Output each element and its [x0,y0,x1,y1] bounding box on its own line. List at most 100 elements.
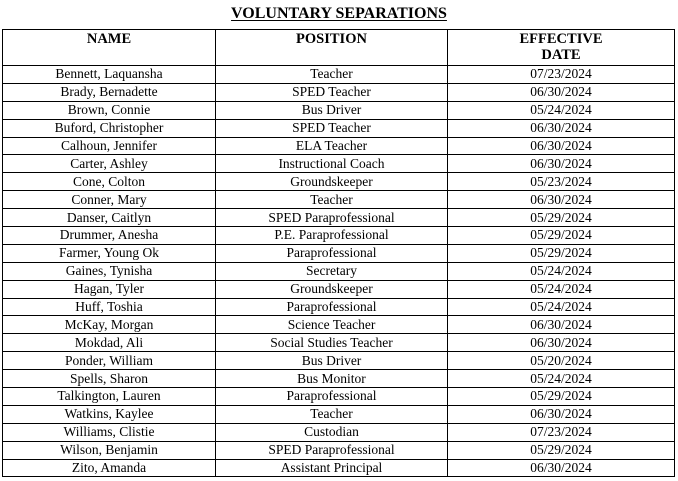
cell-position: SPED Teacher [215,82,448,102]
cell-name: Brady, Bernadette [2,82,216,102]
table-row: Bennett, Laquansha Teacher 07/23/2024 [2,65,675,84]
cell-effective-date: 05/24/2024 [447,369,675,389]
column-header-effective-line2: DATE [541,47,581,63]
cell-effective-date: 05/23/2024 [447,172,675,192]
document-title-text: VOLUNTARY SEPARATIONS [231,5,447,22]
table-row: Watkins, Kaylee Teacher 06/30/2024 [2,404,675,424]
cell-position: Science Teacher [215,315,448,335]
cell-name: Mokdad, Ali [2,333,216,353]
cell-name: Drummer, Anesha [2,226,216,245]
header-row: NAME POSITION EFFECTIVE DATE [2,29,675,66]
table-row: Farmer, Young Ok Paraprofessional 05/29/20… [2,243,675,263]
cell-position: Assistant Principal [215,458,448,478]
cell-effective-date: 06/30/2024 [447,404,675,424]
table-row: Carter, Ashley Instructional Coach 06/30/2… [2,154,675,174]
table-row: Mokdad, Ali Social Studies Teacher 06/30/2… [2,333,675,353]
cell-position: Teacher [215,65,448,84]
cell-effective-date: 05/24/2024 [447,297,675,317]
cell-position: SPED Teacher [215,118,448,138]
cell-name: Bennett, Laquansha [2,65,216,84]
column-header-effective-date: EFFECTIVE DATE [447,29,675,66]
cell-name: Carter, Ashley [2,154,216,174]
separations-table: NAME POSITION EFFECTIVE DATE Bennett, La… [2,29,675,478]
table-row: Huff, Toshia Paraprofessional 05/24/2024 [2,297,675,317]
column-header-effective-line1: EFFECTIVE [519,31,603,47]
table-row: Wilson, Benjamin SPED Paraprofessional 05/… [2,440,675,460]
table-row: Conner, Mary Teacher 06/30/2024 [2,190,675,210]
cell-name: Watkins, Kaylee [2,404,216,424]
cell-position: Teacher [215,190,448,210]
cell-position: Groundskeeper [215,172,448,192]
cell-position: Social Studies Teacher [215,333,448,353]
table-row: McKay, Morgan Science Teacher 06/30/2024 [2,315,675,335]
table-row: Danser, Caitlyn SPED Paraprofessional 05/2… [2,208,675,228]
table-row: Williams, Clistie Custodian 07/23/2024 [2,422,675,442]
cell-position: SPED Paraprofessional [215,208,448,228]
cell-position: Teacher [215,404,448,424]
table-row: Brown, Connie Bus Driver 05/24/2024 [2,100,675,120]
cell-effective-date: 06/30/2024 [447,333,675,353]
cell-name: Hagan, Tyler [2,279,216,299]
cell-position: ELA Teacher [215,136,448,156]
table-row: Calhoun, Jennifer ELA Teacher 06/30/2024 [2,136,675,156]
cell-position: SPED Paraprofessional [215,440,448,460]
table-body: Bennett, Laquansha Teacher 07/23/2024 Brady… [2,65,675,478]
column-header-position: POSITION [215,29,448,66]
document-title: VOLUNTARY SEPARATIONS [0,4,678,24]
cell-effective-date: 05/29/2024 [447,226,675,245]
cell-position: Secretary [215,261,448,281]
cell-name: Conner, Mary [2,190,216,210]
cell-name: Danser, Caitlyn [2,208,216,228]
cell-effective-date: 05/20/2024 [447,351,675,371]
cell-effective-date: 05/29/2024 [447,208,675,228]
cell-position: Paraprofessional [215,297,448,317]
cell-effective-date: 06/30/2024 [447,82,675,102]
cell-effective-date: 06/30/2024 [447,154,675,174]
cell-effective-date: 05/29/2024 [447,243,675,263]
table-row: Gaines, Tynisha Secretary 05/24/2024 [2,261,675,281]
cell-effective-date: 07/23/2024 [447,65,675,84]
cell-effective-date: 06/30/2024 [447,190,675,210]
cell-name: Gaines, Tynisha [2,261,216,281]
cell-effective-date: 05/24/2024 [447,100,675,120]
cell-name: Spells, Sharon [2,369,216,389]
table-row: Spells, Sharon Bus Monitor 05/24/2024 [2,369,675,389]
cell-position: Custodian [215,422,448,442]
cell-position: Instructional Coach [215,154,448,174]
cell-name: Farmer, Young Ok [2,243,216,263]
cell-name: Huff, Toshia [2,297,216,317]
cell-position: Groundskeeper [215,279,448,299]
cell-effective-date: 07/23/2024 [447,422,675,442]
table-row: Cone, Colton Groundskeeper 05/23/2024 [2,172,675,192]
cell-name: Ponder, William [2,351,216,371]
cell-effective-date: 05/29/2024 [447,387,675,406]
cell-name: McKay, Morgan [2,315,216,335]
cell-effective-date: 05/29/2024 [447,440,675,460]
cell-position: Bus Driver [215,351,448,371]
cell-effective-date: 06/30/2024 [447,458,675,478]
cell-position: Paraprofessional [215,387,448,406]
cell-position: Bus Driver [215,100,448,120]
cell-effective-date: 05/24/2024 [447,261,675,281]
cell-position: Paraprofessional [215,243,448,263]
cell-effective-date: 06/30/2024 [447,118,675,138]
table-row: Talkington, Lauren Paraprofessional 05/29/… [2,387,675,406]
table-row: Brady, Bernadette SPED Teacher 06/30/2024 [2,82,675,102]
cell-name: Calhoun, Jennifer [2,136,216,156]
table-row: Hagan, Tyler Groundskeeper 05/24/2024 [2,279,675,299]
cell-effective-date: 05/24/2024 [447,279,675,299]
cell-name: Buford, Christopher [2,118,216,138]
table-row: Ponder, William Bus Driver 05/20/2024 [2,351,675,371]
cell-name: Cone, Colton [2,172,216,192]
table-header: NAME POSITION EFFECTIVE DATE [2,29,675,66]
cell-name: Brown, Connie [2,100,216,120]
table-row: Zito, Amanda Assistant Principal 06/30/202… [2,458,675,478]
cell-effective-date: 06/30/2024 [447,315,675,335]
cell-name: Williams, Clistie [2,422,216,442]
cell-position: P.E. Paraprofessional [215,226,448,245]
cell-name: Talkington, Lauren [2,387,216,406]
cell-name: Wilson, Benjamin [2,440,216,460]
cell-name: Zito, Amanda [2,458,216,478]
cell-effective-date: 06/30/2024 [447,136,675,156]
table-row: Drummer, Anesha P.E. Paraprofessional 05/2… [2,226,675,245]
